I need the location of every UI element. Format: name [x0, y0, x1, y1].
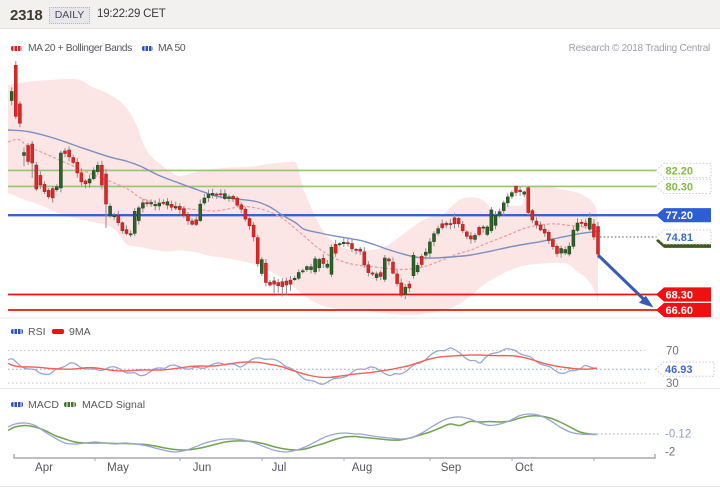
svg-text:Sep: Sep [441, 462, 461, 474]
svg-text:77.20: 77.20 [666, 210, 694, 222]
svg-text:-0.12: -0.12 [665, 429, 691, 441]
svg-text:74.81: 74.81 [666, 232, 694, 244]
svg-text:80.30: 80.30 [666, 181, 694, 193]
svg-text:66.60: 66.60 [666, 305, 694, 317]
svg-text:Apr: Apr [35, 462, 53, 474]
svg-text:82.20: 82.20 [666, 165, 694, 177]
svg-text:-2: -2 [665, 447, 675, 459]
svg-text:68.30: 68.30 [666, 290, 694, 302]
svg-text:30: 30 [666, 378, 679, 390]
svg-text:Jun: Jun [193, 462, 212, 474]
svg-text:Aug: Aug [352, 462, 372, 474]
svg-text:Oct: Oct [515, 462, 534, 474]
svg-text:Jul: Jul [272, 462, 287, 474]
svg-text:May: May [107, 462, 129, 474]
svg-text:46.93: 46.93 [665, 364, 693, 376]
svg-text:70: 70 [666, 346, 679, 358]
